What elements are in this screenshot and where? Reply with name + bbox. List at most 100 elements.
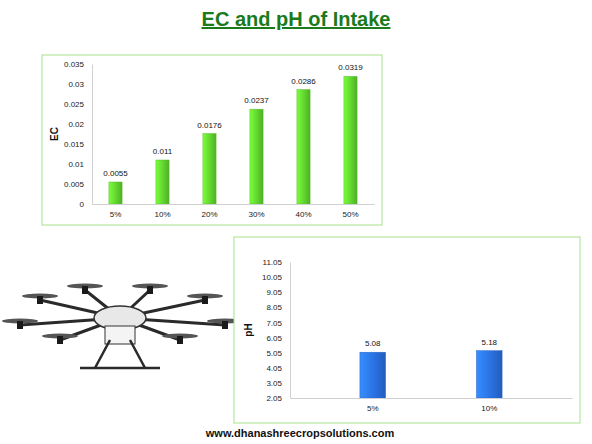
y-axis-title: EC <box>49 127 60 141</box>
panel-frame <box>42 55 382 225</box>
y-tick: 0.01 <box>68 160 92 169</box>
x-tick-label: 30% <box>248 210 264 219</box>
bars <box>360 351 502 398</box>
x-tick: 5% <box>110 204 122 219</box>
bar <box>476 351 502 398</box>
y-tick: 8.05 <box>266 303 290 312</box>
y-tick-label: 0.015 <box>64 140 85 149</box>
drone-motor <box>222 321 228 329</box>
y-tick: 6.05 <box>266 334 290 343</box>
y-tick: 7.05 <box>266 319 290 328</box>
panel-frame <box>234 237 580 423</box>
y-tick-label: 4.05 <box>266 364 282 373</box>
y-tick: 0.005 <box>64 180 92 189</box>
bar <box>109 182 122 204</box>
y-tick: 2.05 <box>266 394 290 403</box>
y-tick-label: 9.05 <box>266 288 282 297</box>
y-tick-label: 3.05 <box>266 379 282 388</box>
y-tick-label: 5.05 <box>266 349 282 358</box>
x-tick: 50% <box>342 204 358 219</box>
data-label: 0.0286 <box>291 77 316 86</box>
y-tick: 0.025 <box>64 100 92 109</box>
y-tick-label: 2.05 <box>266 394 282 403</box>
x-tick: 10% <box>481 398 497 413</box>
data-label: 5.18 <box>481 338 497 347</box>
drone-motor <box>177 336 183 344</box>
y-tick-label: 7.05 <box>266 319 282 328</box>
data-label: 0.0237 <box>244 96 269 105</box>
y-tick-label: 11.05 <box>263 258 283 267</box>
y-tick-label: 6.05 <box>266 334 282 343</box>
bar <box>360 352 386 398</box>
y-tick-label: 0.01 <box>68 160 84 169</box>
x-tick-label: 10% <box>154 210 170 219</box>
x-tick: 30% <box>248 204 264 219</box>
y-tick: 5.05 <box>266 349 290 358</box>
drone-motor <box>202 296 208 304</box>
data-label: 0.0176 <box>197 121 222 130</box>
x-tick: 10% <box>154 204 170 219</box>
bar <box>203 134 216 204</box>
y-tick: 0.035 <box>64 60 92 69</box>
bar <box>156 160 169 204</box>
drone-leg <box>130 340 145 368</box>
x-tick-label: 40% <box>295 210 311 219</box>
x-tick-label: 50% <box>342 210 358 219</box>
y-axis-line <box>92 65 93 205</box>
bars <box>109 76 357 204</box>
x-tick-label: 5% <box>367 404 379 413</box>
x-tick: 40% <box>295 204 311 219</box>
drone-motor <box>57 336 63 344</box>
y-tick-label: 0.025 <box>64 100 85 109</box>
y-tick: 0.03 <box>68 80 92 89</box>
y-tick-label: 8.05 <box>266 303 282 312</box>
drone-leg <box>95 340 110 368</box>
y-axis-title: pH <box>243 323 254 336</box>
bar <box>297 90 310 204</box>
y-tick-label: 10.05 <box>262 273 283 282</box>
y-tick: 3.05 <box>266 379 290 388</box>
drone-motor <box>37 296 43 304</box>
y-tick: 11.05 <box>263 258 290 267</box>
y-tick: 4.05 <box>266 364 290 373</box>
x-axis: 5% 10% <box>291 398 573 413</box>
drone-motor <box>17 321 23 329</box>
page: EC and pH of Intake www.dhanashreecropsol… <box>0 0 592 444</box>
y-tick-label: 0.005 <box>64 180 85 189</box>
x-axis-line <box>291 398 573 399</box>
chart-panel: 2.05 3.05 4.05 5.05 6.05 7.05 8.05 9.05 10.05 11.… <box>234 237 580 423</box>
x-axis: 5% 10% 20% 30% 40% 50% <box>93 204 375 219</box>
x-tick-label: 5% <box>110 210 122 219</box>
data-label: 0.0055 <box>103 169 128 178</box>
y-tick-label: 0.035 <box>64 60 85 69</box>
drone-motor <box>147 286 153 294</box>
data-label: 0.0319 <box>338 63 363 72</box>
bar <box>344 76 357 204</box>
drone-illustration <box>2 284 243 369</box>
data-label: 5.08 <box>365 339 381 348</box>
data-labels: 5.08 5.18 <box>365 338 498 349</box>
y-tick-label: 0.03 <box>68 80 84 89</box>
x-tick: 5% <box>367 398 379 413</box>
y-tick: 0 <box>80 200 92 209</box>
chart-panel: 0 0.005 0.01 0.015 0.02 0.025 0.03 0.035 5% 10% 20… <box>42 55 382 225</box>
page-title: EC and pH of Intake <box>202 8 391 30</box>
y-tick: 10.05 <box>262 273 290 282</box>
y-tick-label: 0.02 <box>68 120 84 129</box>
x-tick-label: 20% <box>201 210 217 219</box>
bar <box>250 109 263 204</box>
drone-skid <box>80 367 160 370</box>
y-axis: 2.05 3.05 4.05 5.05 6.05 7.05 8.05 9.05 10.05 11.… <box>262 258 291 403</box>
x-axis-line <box>93 204 375 205</box>
drone-motor <box>82 286 88 294</box>
x-tick: 20% <box>201 204 217 219</box>
x-tick-label: 10% <box>481 404 497 413</box>
y-axis: 0 0.005 0.01 0.015 0.02 0.025 0.03 0.035 <box>64 60 93 209</box>
y-axis-line <box>290 263 291 399</box>
y-tick: 0.015 <box>64 140 92 149</box>
y-tick: 9.05 <box>266 288 290 297</box>
y-tick-label: 0 <box>80 200 85 209</box>
data-labels: 0.00550.0110.01760.02370.02860.0319 <box>103 63 363 178</box>
y-tick: 0.02 <box>68 120 92 129</box>
footer-url: www.dhanashreecropsolutions.com <box>205 427 395 439</box>
